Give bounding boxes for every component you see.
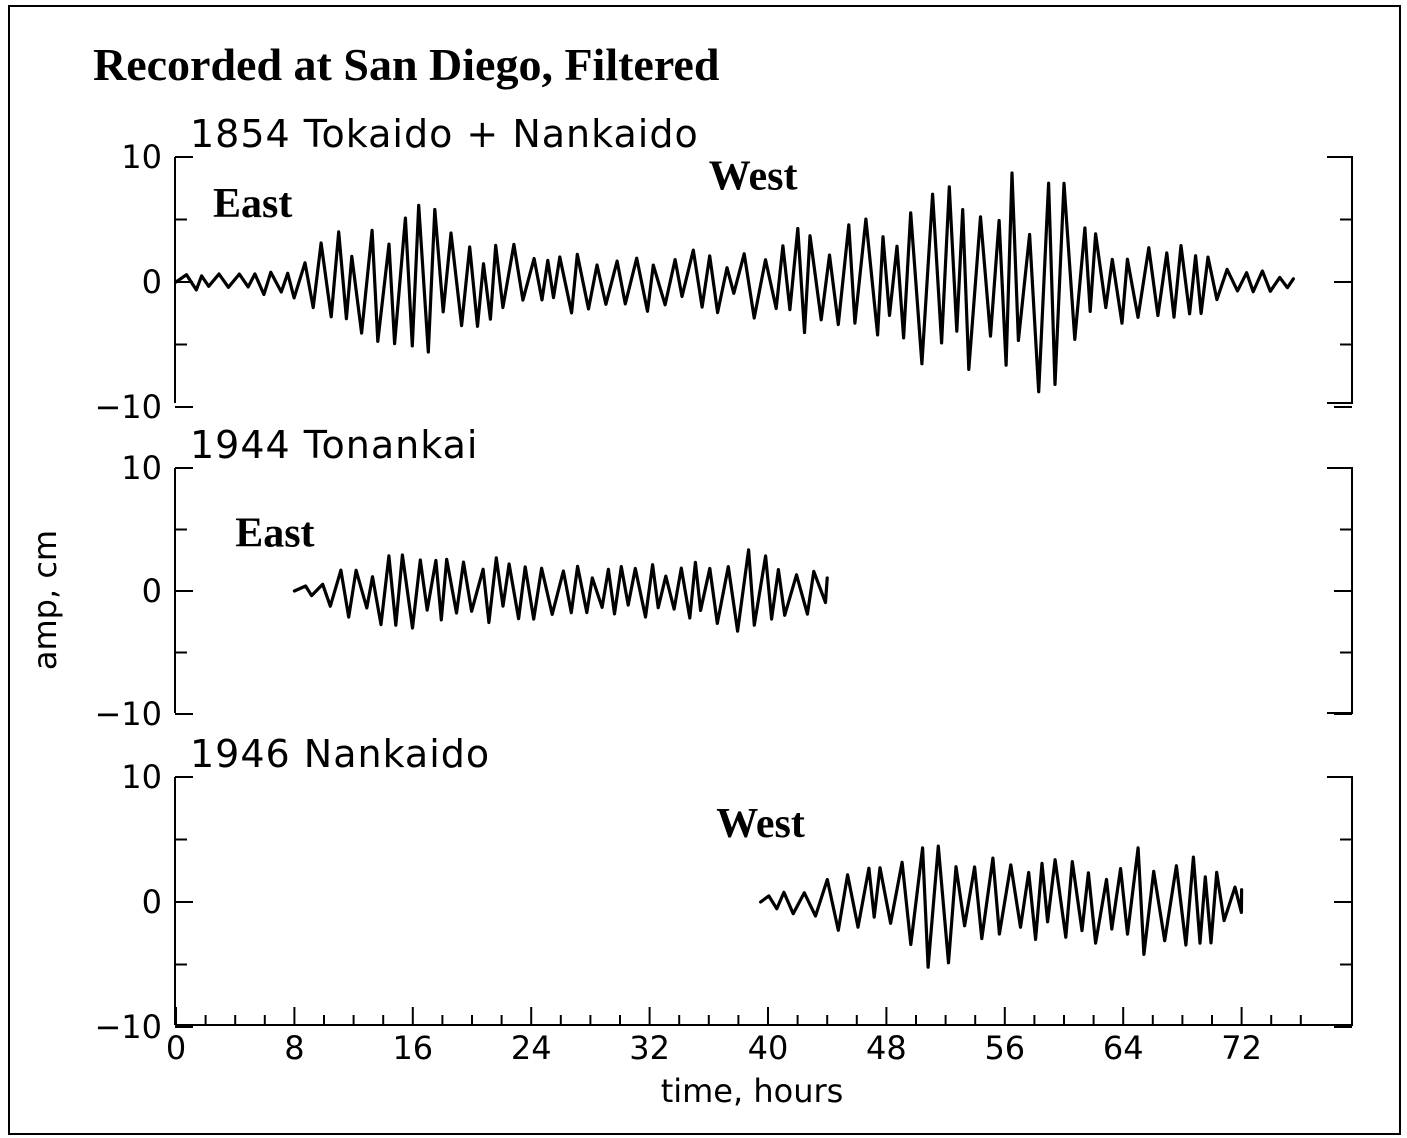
x-tick-label: 32 bbox=[629, 1029, 670, 1067]
annotation-east: East bbox=[213, 181, 292, 227]
x-tick-label: 8 bbox=[284, 1029, 304, 1067]
series-trace bbox=[292, 548, 829, 633]
y-tick-label: −10 bbox=[94, 388, 162, 426]
panel-title: 1944 Tonankai bbox=[190, 423, 478, 467]
x-tick-label: 16 bbox=[392, 1029, 433, 1067]
x-tick-label: 72 bbox=[1221, 1029, 1262, 1067]
x-tick-label: 40 bbox=[748, 1029, 789, 1067]
x-tick-label: 0 bbox=[166, 1029, 186, 1067]
annotation-east: East bbox=[235, 511, 314, 557]
x-axis: 0 8 16 24 32 40 48 56 64 72 bbox=[166, 1007, 1352, 1067]
annotation-west: West bbox=[716, 801, 805, 847]
x-tick-label: 48 bbox=[866, 1029, 907, 1067]
y-axis-label: amp, cm bbox=[26, 530, 64, 670]
y-tick-label: 0 bbox=[142, 572, 162, 610]
panel-3: 10 0 −10 1946 Nankaido West bbox=[94, 732, 1353, 1046]
y-tick-label: −10 bbox=[94, 1008, 162, 1046]
x-axis-label: time, hours bbox=[661, 1072, 844, 1110]
y-tick-label: 10 bbox=[121, 449, 162, 487]
annotation-west: West bbox=[709, 154, 798, 200]
panel-2: 10 0 −10 1944 Tonankai East bbox=[94, 423, 1353, 733]
panel-title: 1946 Nankaido bbox=[190, 732, 490, 776]
y-tick-label: −10 bbox=[94, 695, 162, 733]
chart-title: Recorded at San Diego, Filtered bbox=[93, 39, 720, 90]
x-tick-label: 56 bbox=[984, 1029, 1025, 1067]
y-tick-label: 0 bbox=[142, 883, 162, 921]
panel-1: 10 0 −10 1854 Tokaido + Nankaido East West bbox=[94, 112, 1353, 426]
panel-title: 1854 Tokaido + Nankaido bbox=[190, 112, 699, 156]
x-tick-label: 24 bbox=[511, 1029, 552, 1067]
series-trace bbox=[759, 844, 1244, 969]
right-axis bbox=[1327, 156, 1353, 404]
y-tick-label: 0 bbox=[142, 263, 162, 301]
y-tick-label: 10 bbox=[121, 138, 162, 176]
figure-frame bbox=[8, 5, 1401, 1135]
x-tick-label: 64 bbox=[1103, 1029, 1144, 1067]
series-trace bbox=[174, 171, 1295, 394]
y-tick-label: 10 bbox=[121, 758, 162, 796]
